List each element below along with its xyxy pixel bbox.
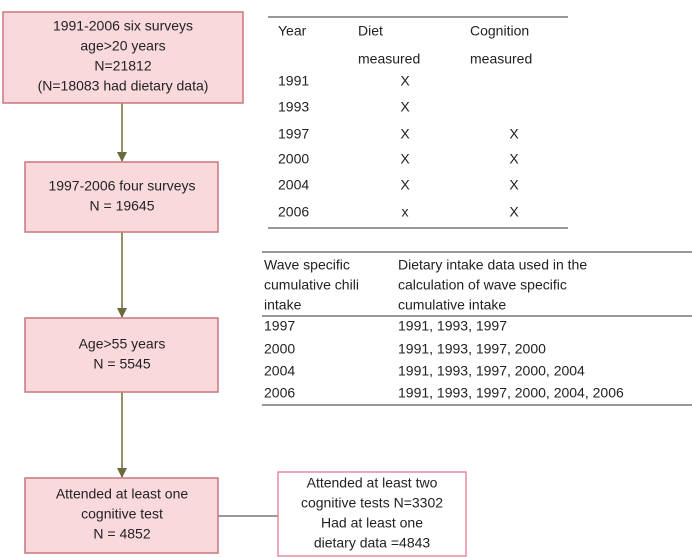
table-header: intake <box>264 297 302 313</box>
table-cell: X <box>400 177 410 193</box>
box-text: Age>55 years <box>79 336 166 352</box>
table-cell: 1991, 1993, 1997 <box>398 318 507 334</box>
table-header: calculation of wave specific <box>398 277 567 293</box>
box-text: cognitive tests N=3302 <box>301 495 443 511</box>
flow-box <box>24 161 219 233</box>
table-cell: X <box>400 151 410 167</box>
table-header: measured <box>470 51 532 67</box>
table-header: cumulative chili <box>264 277 359 293</box>
table-cell: 2006 <box>278 204 309 220</box>
table-cell: X <box>509 177 519 193</box>
box-text: 1991-2006 six surveys <box>53 18 193 34</box>
flow-box <box>2 11 244 104</box>
flow-box <box>24 477 219 554</box>
box-text: N=21812 <box>94 58 151 74</box>
table-cell: X <box>509 151 519 167</box>
flow-box <box>277 471 467 557</box>
table-cell: X <box>400 73 410 89</box>
table-cell: 1997 <box>278 126 309 142</box>
table-cell: 2006 <box>264 385 295 401</box>
table-cell: 1991 <box>278 73 309 89</box>
box-text: dietary data =4843 <box>314 535 431 551</box>
box-text: Attended at least two <box>307 475 438 491</box>
box-text: age>20 years <box>80 38 165 54</box>
table-cell: 1997 <box>264 318 295 334</box>
table-cell: 1991, 1993, 1997, 2000 <box>398 341 546 357</box>
table-cell: 1993 <box>278 99 309 115</box>
table-header: measured <box>358 51 420 67</box>
box-text: N = 4852 <box>93 526 150 542</box>
box-text: (N=18083 had dietary data) <box>38 78 209 94</box>
box-text: N = 19645 <box>90 198 155 214</box>
table-cell: X <box>509 204 519 220</box>
table-cell: X <box>509 126 519 142</box>
box-text: cognitive test <box>81 506 163 522</box>
table-cell: X <box>400 126 410 142</box>
table-cell: 2000 <box>264 341 295 357</box>
box-text: 1997-2006 four surveys <box>48 178 195 194</box>
box-text: N = 5545 <box>93 356 150 372</box>
table-cell: 1991, 1993, 1997, 2000, 2004 <box>398 363 585 379</box>
table-cell: 2004 <box>264 363 295 379</box>
table-header: cumulative intake <box>398 297 506 313</box>
table-header: Cognition <box>470 23 529 39</box>
table-cell: 2004 <box>278 177 309 193</box>
table-cell: 2000 <box>278 151 309 167</box>
box-text: Had at least one <box>321 515 423 531</box>
table-cell: X <box>400 99 410 115</box>
table-header: Wave specific <box>264 257 350 273</box>
table-cell: 1991, 1993, 1997, 2000, 2004, 2006 <box>398 385 624 401</box>
table-header: Year <box>278 23 307 39</box>
table-cell: x <box>402 204 409 220</box>
table-header: Dietary intake data used in the <box>398 257 587 273</box>
flow-box <box>24 317 219 393</box>
table-header: Diet <box>358 23 383 39</box>
box-text: Attended at least one <box>56 486 189 502</box>
